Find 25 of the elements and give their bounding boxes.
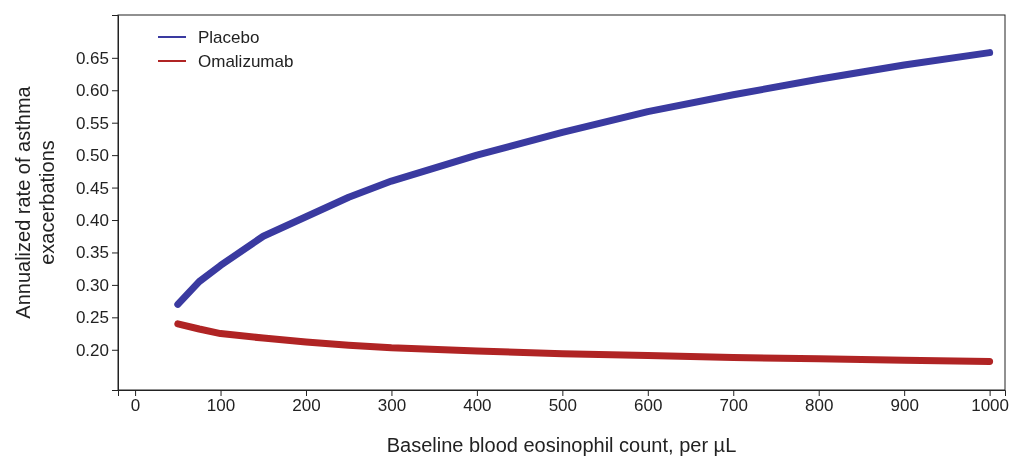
x-tick-label: 100 xyxy=(206,396,236,416)
x-tick-label: 400 xyxy=(463,396,492,416)
x-tick-label: 1000 xyxy=(971,396,1010,416)
legend-label: Omalizumab xyxy=(198,52,294,71)
y-tick-label: 0.30 xyxy=(75,275,109,295)
y-tick-label: 0.20 xyxy=(75,340,109,360)
y-tick-label: 0.35 xyxy=(75,243,109,263)
y-tick-label: 0.55 xyxy=(75,113,109,133)
y-axis-title: Annualized rate of asthma exacerbations xyxy=(12,85,58,319)
legend-label: Placebo xyxy=(198,28,260,47)
x-tick-label: 600 xyxy=(634,396,663,416)
x-axis-title: Baseline blood eosinophil count, per µL xyxy=(386,434,737,456)
x-tick-label: 300 xyxy=(377,396,407,416)
y-tick-label: 0.45 xyxy=(75,178,109,198)
x-tick-label: 800 xyxy=(805,396,834,416)
x-tick-label: 900 xyxy=(890,396,919,416)
x-tick-label: 0 xyxy=(130,396,141,416)
y-tick-label: 0.50 xyxy=(75,146,109,166)
x-tick-label: 700 xyxy=(719,396,748,416)
x-tick-label: 500 xyxy=(548,396,578,416)
y-tick-label: 0.60 xyxy=(75,81,109,101)
y-tick-label: 0.25 xyxy=(75,308,109,328)
y-tick-label: 0.40 xyxy=(75,210,109,230)
y-tick-label: 0.65 xyxy=(75,48,109,68)
x-tick-label: 200 xyxy=(292,396,321,416)
